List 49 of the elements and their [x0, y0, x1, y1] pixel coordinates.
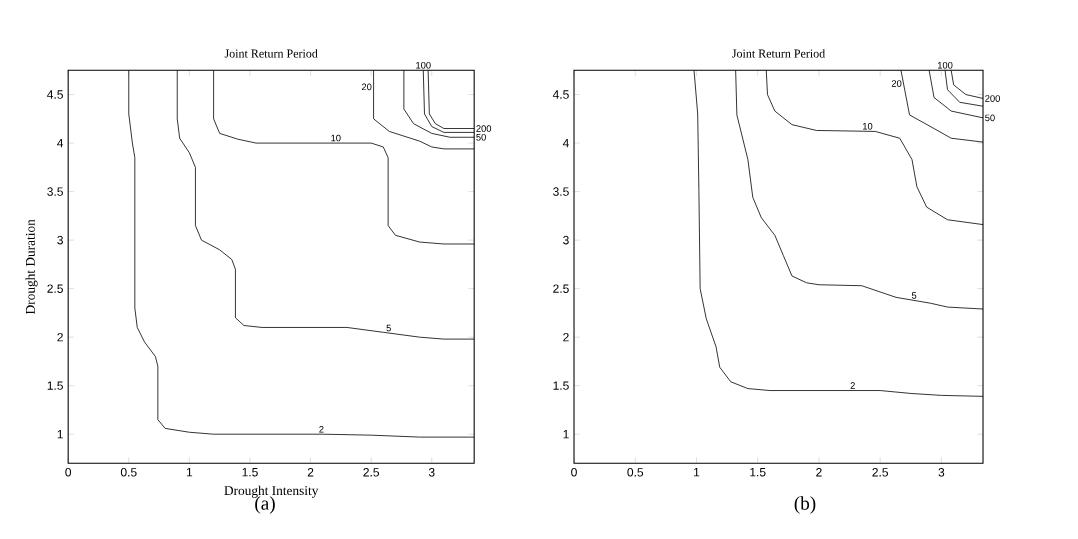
- x-tick-label: 2: [307, 468, 314, 477]
- y-tick-label: 2.5: [47, 284, 63, 293]
- y-tick-label: 4: [57, 138, 64, 148]
- x-tick-label: 2.5: [363, 468, 379, 477]
- series-label: 50: [985, 114, 995, 122]
- y-tick-label: 2: [563, 332, 569, 342]
- text: (a): [255, 496, 275, 514]
- series-label: 5: [386, 324, 391, 332]
- y-tick-label: 3: [57, 235, 63, 245]
- x-tick-label: 3: [938, 468, 945, 477]
- y-tick-label: 4.5: [47, 90, 63, 99]
- y-tick-label: 4: [562, 138, 569, 148]
- x-tick-label: 0.5: [627, 468, 644, 477]
- x-tick-label: 1.5: [242, 468, 258, 477]
- series-label: 200: [476, 125, 492, 132]
- chart-title: Joint Return Period: [732, 49, 826, 58]
- series-label: 5: [911, 292, 917, 299]
- series-label: 100: [937, 61, 953, 69]
- x-tick-label: 2.5: [872, 468, 888, 477]
- y-tick-label: 3: [563, 235, 569, 245]
- y-tick-label: 1: [57, 430, 63, 439]
- series-label: 50: [476, 133, 486, 141]
- y-tick-label: 3.5: [553, 187, 569, 196]
- x-tick-label: 3: [428, 468, 435, 477]
- x-tick-label: 0: [571, 468, 577, 477]
- y-tick-label: 3.5: [47, 187, 63, 196]
- y-tick-label: 1.5: [47, 381, 63, 390]
- y-tick-label: 1.5: [553, 381, 569, 390]
- series-label: 10: [331, 134, 341, 142]
- chart-title: Joint Return Period: [224, 49, 318, 58]
- series-label: 10: [863, 122, 873, 130]
- x-tick-label: 1: [694, 468, 700, 477]
- x-tick-label: 0.5: [120, 468, 137, 477]
- series-label: 2: [319, 425, 324, 433]
- y-axis-title: Drought Duration: [25, 219, 38, 315]
- series-label: 20: [361, 83, 372, 91]
- x-tick-label: 1.5: [750, 468, 766, 477]
- y-tick-label: 4.5: [552, 90, 569, 99]
- series-label: 2: [850, 382, 855, 389]
- y-tick-label: 2.5: [553, 284, 569, 293]
- series-label: 100: [416, 61, 431, 69]
- text: (b): [794, 496, 816, 514]
- x-tick-label: 1: [186, 468, 193, 477]
- y-tick-label: 1: [563, 430, 569, 439]
- y-tick-label: 2: [57, 332, 63, 342]
- series-label: 200: [985, 95, 1000, 102]
- x-tick-label: 0: [65, 468, 72, 477]
- x-tick-label: 2: [816, 468, 822, 477]
- series-label: 20: [891, 80, 902, 87]
